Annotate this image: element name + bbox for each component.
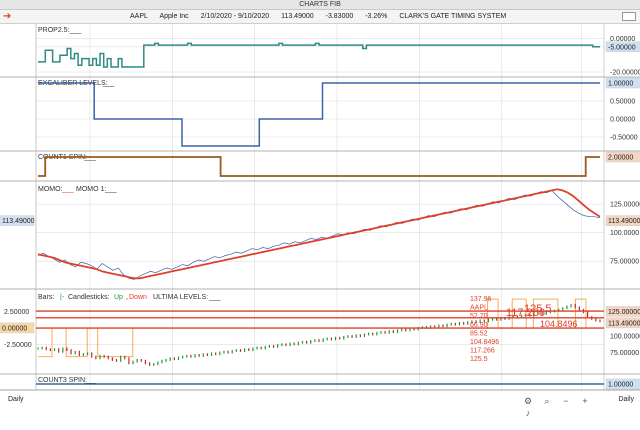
candles-down-label: Down	[129, 294, 147, 301]
count1-value-tag-bg	[605, 151, 640, 163]
count1-series-line	[38, 156, 600, 177]
y-tick-label: -20.00000	[610, 70, 640, 77]
momo-left-tag: 113.49000	[2, 218, 35, 225]
count1-value-tag: 2.00000	[608, 155, 633, 162]
prop-value-tag-bg	[605, 41, 640, 53]
panel-title-prop: PROP2.5:	[38, 27, 70, 34]
panel-title-momo1: MOMO 1:	[76, 186, 106, 193]
bell-icon[interactable]: ♪	[525, 408, 531, 418]
y-tick-label: 75.00000	[610, 259, 639, 266]
date-range: 2/10/2020 - 9/10/2020	[200, 13, 270, 20]
prop-value-tag: -5.00000	[608, 44, 636, 51]
ultima-legend-item: 52.70	[470, 313, 488, 320]
prop-series-line	[38, 42, 600, 68]
period-label-right[interactable]: Daily	[618, 396, 634, 403]
panel-legend-momo1: ___	[104, 186, 117, 193]
panel-title-bars: Bars:	[38, 294, 54, 301]
system-name: CLARK'S GATE TIMING SYSTEM	[399, 13, 507, 20]
panel-title-momo: MOMO:	[38, 186, 63, 193]
panel-legend-excal: ___	[102, 80, 115, 87]
quote-info: AAPL Apple Inc 2/10/2020 - 9/10/2020 113…	[130, 10, 516, 24]
panel-legend-ultima: ___	[208, 294, 221, 301]
oscillator-zero-tag-bg	[0, 322, 35, 334]
candles-sep: ,	[126, 294, 128, 301]
last-price: 113.49000	[281, 13, 314, 20]
momo-series-line	[37, 188, 601, 280]
ultima-legend-item: 104.8496	[470, 339, 499, 346]
price-tick-label: 75.00000	[610, 350, 639, 357]
window-title: CHARTS FIB	[0, 0, 640, 10]
zoom-out-icon[interactable]: −	[563, 396, 569, 406]
fib-level-label-2: 117.266	[506, 307, 545, 319]
panel-legend-count3: ___	[83, 377, 96, 384]
price-change: -3.83000	[325, 13, 354, 20]
momo-value-tag: 113.49000	[608, 218, 640, 225]
price-top-tag-bg	[605, 306, 640, 317]
ultima-legend-item: 137.96	[470, 296, 492, 303]
zoom-in-icon[interactable]: +	[582, 396, 588, 406]
excaliber-series-line	[38, 82, 600, 147]
momo-left-tag-bg	[0, 215, 35, 226]
price-value-tag-bg	[605, 317, 640, 329]
panel-title-ultima: ULTIMA LEVELS:	[153, 294, 208, 301]
symbol: AAPL	[130, 13, 148, 20]
chart-controls: ⚙ ⌕ − + ♪	[522, 395, 614, 418]
ultima-legend-item: 85.52	[470, 330, 488, 337]
window-resize-icon[interactable]	[622, 12, 636, 21]
ultima-legend-item: 125.5	[470, 356, 488, 363]
ultima-legend-item: AAPL	[470, 305, 488, 312]
ultima-legend-item: 66.90	[470, 322, 488, 329]
y-tick-label: 0.00000	[610, 117, 635, 124]
excaliber-value-tag: 1.00000	[608, 81, 633, 88]
panel-legend-prop: ___	[69, 27, 82, 34]
toolbar: ➔ AAPL Apple Inc 2/10/2020 - 9/10/2020 1…	[0, 10, 640, 24]
y-tick-label: 0.00000	[610, 36, 635, 43]
price-value-tag: 113.49000	[608, 320, 640, 327]
ultima-legend-item: 117.266	[470, 348, 495, 355]
panel-legend-momo: ___	[61, 186, 74, 193]
oscillator-zero-tag: 0.00000	[2, 325, 27, 332]
count3-value-tag-bg	[605, 378, 640, 390]
gear-icon[interactable]: ⚙	[523, 396, 533, 406]
count3-value-tag: 1.00000	[608, 382, 633, 389]
fib-level-label-1: 125.5	[524, 303, 552, 315]
oscillator-tick-label: -2.50000	[4, 342, 32, 349]
y-tick-label: -0.50000	[610, 135, 638, 142]
chart-background	[0, 24, 640, 392]
price-change-pct: -3.26%	[365, 13, 388, 20]
fib-level-label-3: 104.8496	[540, 319, 578, 329]
panel-title-candles: Candlesticks:	[68, 294, 110, 301]
price-tick-label: 100.00000	[610, 334, 640, 341]
excaliber-value-tag-bg	[605, 77, 640, 89]
momo-value-tag-bg	[605, 215, 640, 226]
y-tick-label: 125.00000	[610, 202, 640, 209]
period-label-left[interactable]: Daily	[8, 396, 24, 403]
company-name: Apple Inc	[159, 13, 189, 20]
panel-title-bars-tag: |-	[60, 294, 65, 301]
search-icon[interactable]: ⌕	[544, 396, 550, 406]
y-tick-label: 0.50000	[610, 99, 635, 106]
price-top-tag: 125.00000	[608, 309, 640, 316]
y-tick-label: 100.0000	[610, 230, 639, 237]
oscillator-tick-label: 2.50000	[4, 309, 29, 316]
candles-up-label: Up	[114, 294, 123, 301]
panel-title-count3: COUNT3 SPIN:	[38, 377, 87, 384]
chart-area: PROP2.5:___0.00000-5.00000-20.00000-5.00…	[0, 24, 640, 392]
play-arrow-icon[interactable]: ➔	[3, 11, 12, 22]
